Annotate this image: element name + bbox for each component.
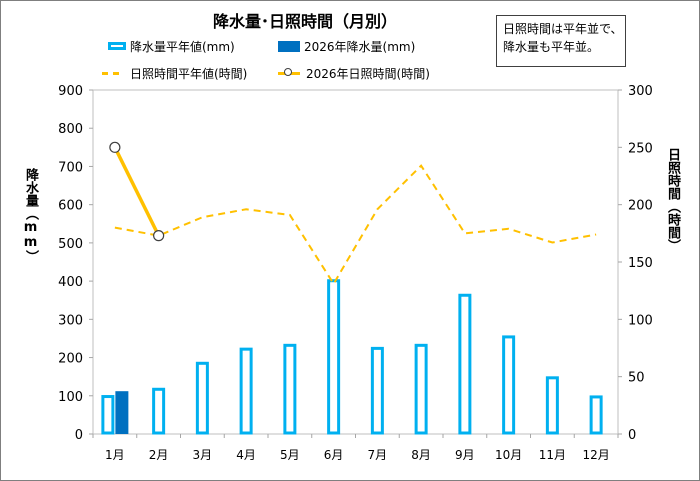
x-tick-label: 1月 (105, 448, 125, 462)
legend-swatch-sun-2026 (278, 67, 300, 76)
y-tick-label-left: 500 (58, 237, 83, 252)
y-tick-label-right: 300 (628, 84, 653, 99)
bar-normal-precip (283, 343, 297, 435)
bar-normal-precip (589, 395, 603, 435)
y-tick-label-right: 200 (628, 199, 653, 214)
legend-swatch-normal-precip (108, 42, 126, 50)
marker-sunshine-2026 (153, 230, 165, 242)
plot-area (92, 89, 619, 435)
bar-normal-precip (195, 361, 209, 435)
note-line-2: 降水量も平年並。 (503, 40, 600, 54)
y-tick-label-right: 150 (628, 256, 653, 271)
y-tick-label-right: 50 (628, 371, 645, 386)
y-tick-label-right: 0 (628, 428, 636, 443)
note-line-1: 日照時間は平年並で、 (503, 22, 623, 36)
bar-normal-precip (152, 387, 166, 435)
bar-normal-precip (502, 335, 516, 435)
x-tick-label: 12月 (582, 448, 609, 462)
bar-normal-precip (414, 343, 428, 435)
y-tick-label-left: 300 (58, 313, 83, 328)
y-tick-label-left: 800 (58, 122, 83, 137)
y-tick-label-left: 600 (58, 199, 83, 214)
x-tick-label: 11月 (539, 448, 566, 462)
x-tick-label: 7月 (368, 448, 388, 462)
bar-precip-2026 (115, 391, 129, 434)
x-tick-label: 4月 (236, 448, 256, 462)
legend-label-normal-precip: 降水量平年値(mm) (130, 39, 235, 54)
bar-normal-precip (370, 346, 384, 435)
legend-label-precip-2026: 2026年降水量(mm) (304, 39, 416, 54)
legend-normal-sun: 日照時間平年値(時間) (102, 65, 247, 81)
x-tick-label: 6月 (324, 448, 344, 462)
y-tick-label-left: 200 (58, 352, 83, 367)
y-tick-label-left: 0 (75, 428, 83, 443)
legend-label-sun-2026: 2026年日照時間(時間) (306, 66, 430, 81)
x-tick-label: 9月 (455, 448, 475, 462)
marker-sunshine-2026 (109, 141, 121, 153)
x-tick-label: 2月 (149, 448, 169, 462)
bar-normal-precip (239, 347, 253, 435)
legend-swatch-precip-2026 (278, 40, 300, 52)
y-tick-label-left: 900 (58, 84, 83, 99)
y-tick-label-right: 100 (628, 313, 653, 328)
legend-sun-2026: 2026年日照時間(時間) (278, 65, 430, 81)
legend-label-normal-sun: 日照時間平年値(時間) (130, 66, 248, 81)
bar-normal-precip (545, 376, 559, 435)
x-tick-label: 10月 (495, 448, 522, 462)
y-axis-title-left: 降水量（mm） (23, 168, 38, 263)
x-tick-label: 3月 (193, 448, 213, 462)
line-sunshine-2026 (113, 146, 161, 237)
note-box: 日照時間は平年並で、 降水量も平年並。 (496, 15, 626, 67)
bar-normal-precip (101, 395, 115, 435)
y-tick-label-left: 700 (58, 160, 83, 175)
x-tick-label: 5月 (280, 448, 300, 462)
y-tick-label-left: 400 (58, 275, 83, 290)
bar-normal-precip (458, 293, 472, 435)
chart-title: 降水量･日照時間（月別） (212, 12, 397, 31)
y-axis-title-right: 日照時間（時間） (665, 148, 680, 252)
y-tick-label-left: 100 (58, 390, 83, 405)
legend-normal-precip: 降水量平年値(mm) (108, 38, 235, 54)
bar-normal-precip (327, 279, 341, 435)
y-tick-label-right: 250 (628, 141, 653, 156)
legend-swatch-normal-sun (102, 71, 124, 75)
legend-precip-2026: 2026年降水量(mm) (278, 38, 415, 54)
x-tick-label: 8月 (411, 448, 431, 462)
line-normal-sunshine (114, 164, 597, 286)
